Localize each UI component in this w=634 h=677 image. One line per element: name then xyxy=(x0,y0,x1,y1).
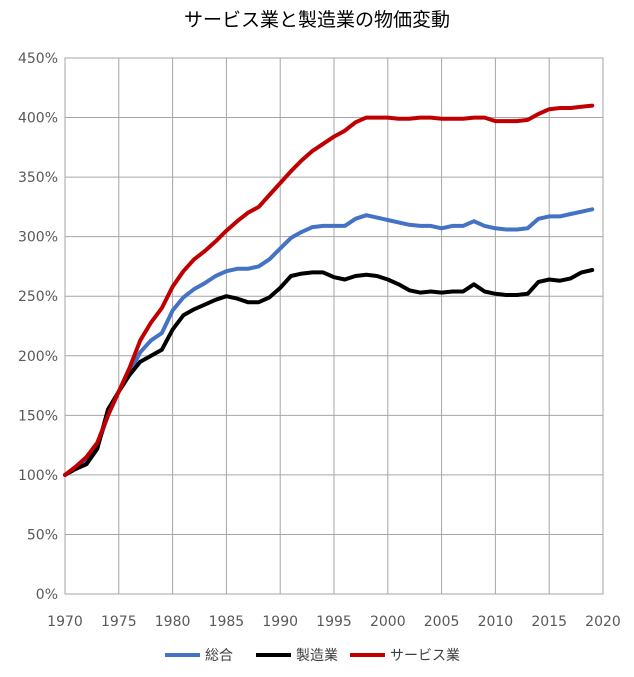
y-tick-label: 200% xyxy=(18,349,58,365)
y-tick-label: 50% xyxy=(27,527,58,543)
legend: 総合 製造業 サービス業 xyxy=(165,648,460,664)
x-tick-label: 1980 xyxy=(155,614,191,630)
x-tick-label: 1970 xyxy=(47,614,83,630)
x-tick-label: 1995 xyxy=(316,614,352,630)
y-tick-label: 400% xyxy=(18,111,58,127)
y-tick-label: 300% xyxy=(18,230,58,246)
x-tick-label: 1985 xyxy=(209,614,245,630)
legend-label-2: 製造業 xyxy=(296,648,338,664)
y-tick-label: 100% xyxy=(18,468,58,484)
x-tick-label: 2015 xyxy=(531,614,567,630)
series-line-3 xyxy=(63,103,595,477)
x-tick-label: 2020 xyxy=(585,614,621,630)
series-line-1 xyxy=(63,207,595,477)
y-tick-label: 250% xyxy=(18,289,58,305)
y-tick-label: 350% xyxy=(18,170,58,186)
grid xyxy=(64,57,604,595)
y-tick-label: 0% xyxy=(36,587,58,603)
legend-label-1: 総合 xyxy=(205,648,233,664)
x-tick-label: 1990 xyxy=(262,614,298,630)
legend-label-3: サービス業 xyxy=(390,648,460,664)
x-tick-label: 2005 xyxy=(424,614,460,630)
x-tick-label: 2000 xyxy=(370,614,406,630)
x-tick-label: 1975 xyxy=(101,614,137,630)
x-tick-label: 2010 xyxy=(478,614,514,630)
axis-tick-labels: 0% 50% 100% 150% 200% 250% 300% 350% 400% 450% 197… xyxy=(18,51,621,630)
y-tick-label: 150% xyxy=(18,408,58,424)
chart-title: サービス業と製造業の物価変動 xyxy=(184,9,450,31)
series-lines xyxy=(63,103,595,477)
series-line-2 xyxy=(63,268,595,477)
y-tick-label: 450% xyxy=(18,51,58,67)
